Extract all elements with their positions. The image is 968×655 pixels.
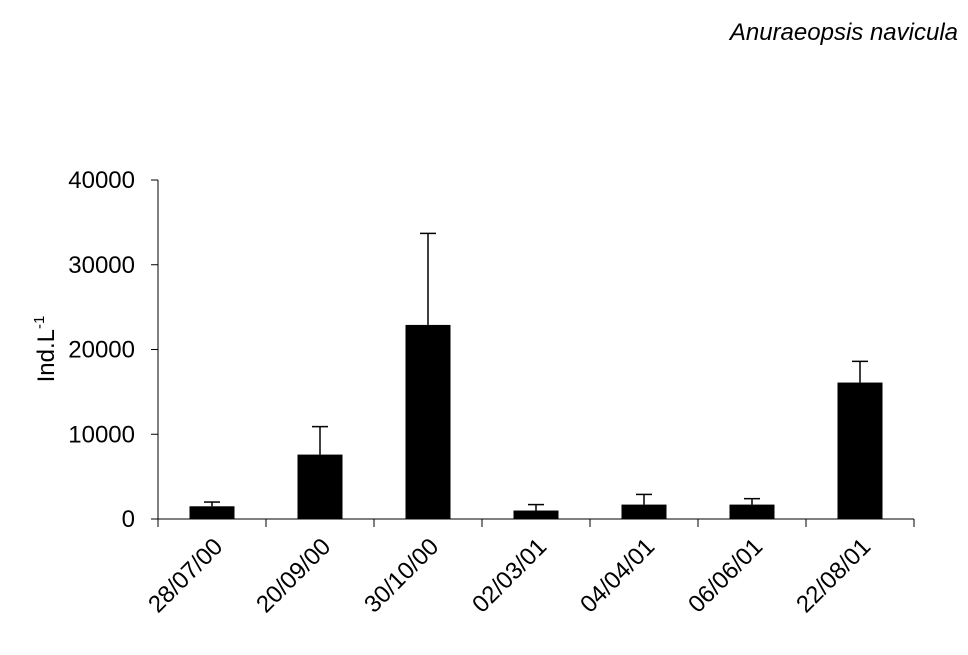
- y-tick-label: 10000: [68, 421, 135, 448]
- x-tick-label: 04/04/01: [575, 533, 660, 618]
- bar: [621, 504, 667, 519]
- chart-title: Anuraeopsis navicula: [728, 19, 958, 46]
- y-tick-label: 40000: [68, 167, 135, 194]
- y-tick-label: 0: [122, 506, 135, 533]
- bar: [189, 506, 235, 519]
- x-tick-label: 30/10/00: [359, 533, 444, 618]
- x-tick-label: 22/08/01: [791, 533, 876, 618]
- y-tick-label: 30000: [68, 252, 135, 279]
- bar: [513, 510, 559, 519]
- x-tick-label: 20/09/00: [251, 533, 336, 618]
- bar: [729, 504, 775, 519]
- bar: [837, 382, 883, 519]
- x-tick-label: 06/06/01: [683, 533, 768, 618]
- x-tick-label: 02/03/01: [467, 533, 552, 618]
- x-tick-label: 28/07/00: [143, 533, 228, 618]
- x-tick-labels: 28/07/00 20/09/00 30/10/00 02/03/01 04/04/01…: [143, 533, 876, 618]
- y-tick-label: 20000: [68, 337, 135, 364]
- bar: [405, 324, 451, 519]
- x-ticks: [157, 519, 915, 527]
- error-bars: [204, 232, 868, 511]
- y-axis-label: Ind.L-1: [31, 316, 60, 383]
- bar: [297, 454, 343, 519]
- bars: [189, 324, 883, 519]
- y-ticks: 0 10000 20000 30000 40000: [68, 167, 158, 533]
